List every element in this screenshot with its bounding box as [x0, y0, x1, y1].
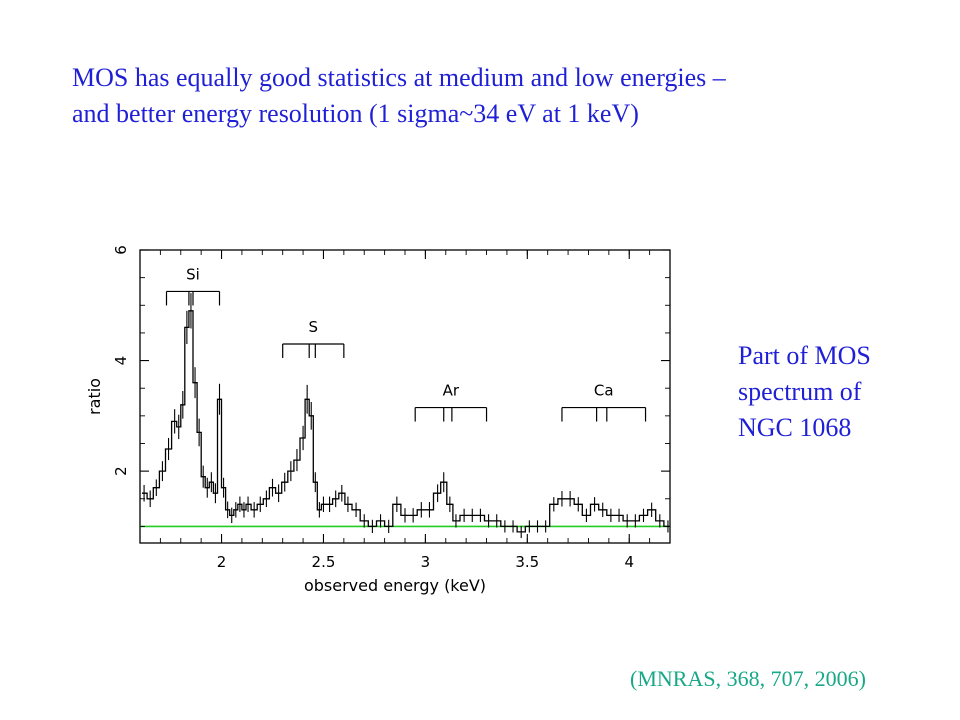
marker-label-si: Si — [186, 265, 200, 283]
marker-label-s: S — [309, 318, 319, 336]
x-axis-label: observed energy (keV) — [304, 576, 486, 595]
side-caption: Part of MOS spectrum of NGC 1068 — [738, 338, 871, 446]
citation: (MNRAS, 368, 707, 2006) — [630, 666, 866, 691]
marker-label-ca: Ca — [594, 382, 614, 400]
headline: MOS has equally good statistics at mediu… — [72, 60, 932, 132]
y-tick-label-1: 4 — [112, 356, 130, 366]
side-caption-line-1: Part of MOS — [738, 341, 871, 370]
x-tick-label-3: 3.5 — [515, 553, 539, 571]
side-caption-line-3: NGC 1068 — [738, 413, 852, 442]
spectrum-step-line — [142, 310, 670, 533]
y-tick-label-2: 6 — [112, 245, 130, 255]
marker-label-ar: Ar — [443, 382, 460, 400]
y-axis-label: ratio — [85, 378, 104, 415]
x-tick-label-0: 2 — [217, 553, 227, 571]
x-tick-label-4: 4 — [624, 553, 634, 571]
headline-line-1: MOS has equally good statistics at mediu… — [72, 63, 726, 92]
x-tick-label-1: 2.5 — [312, 553, 336, 571]
x-tick-label-2: 3 — [421, 553, 431, 571]
y-tick-label-0: 2 — [112, 466, 130, 476]
side-caption-line-2: spectrum of — [738, 377, 862, 406]
headline-line-2: and better energy resolution (1 sigma~34… — [72, 99, 639, 128]
